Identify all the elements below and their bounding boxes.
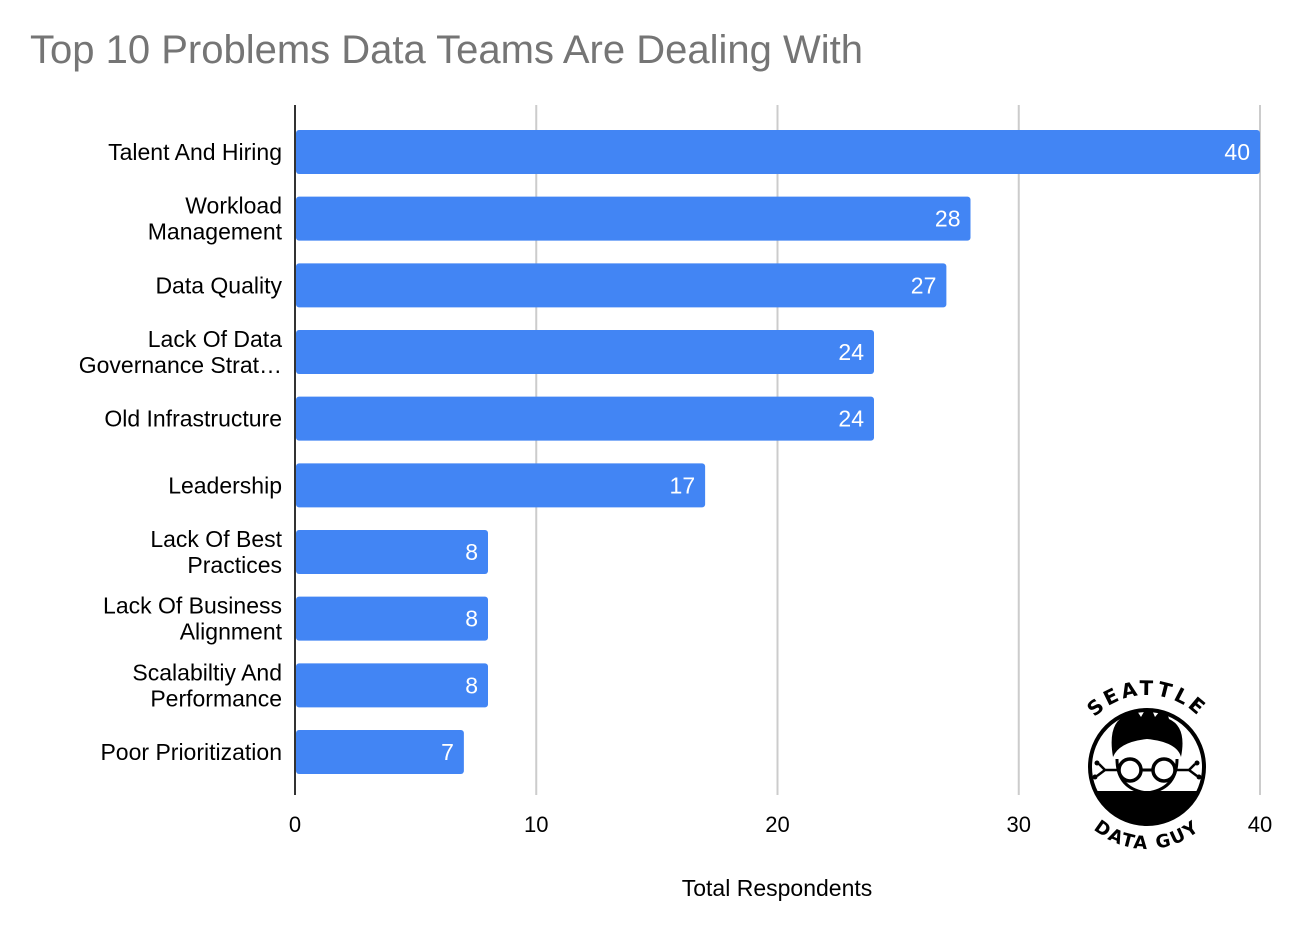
category-label: Poor Prioritization [100,739,282,765]
x-tick-label: 40 [1248,812,1272,837]
category-labels: Talent And Hiring Workload Management Data … [79,139,283,765]
bar-value-label: 24 [838,406,864,432]
bar [296,530,488,574]
x-axis-title: Total Respondents [682,875,873,901]
bar-value-label: 7 [441,739,454,765]
category-label: Old Infrastructure [104,406,282,432]
bar [296,396,874,441]
bar-value-label: 8 [465,606,478,632]
x-tick-label: 0 [289,812,301,837]
seattle-data-guy-logo: SEATTLE DATA GUY [1082,676,1209,854]
bar-value-label: 27 [911,272,937,298]
bar [296,130,1260,174]
x-tick-label: 20 [765,812,789,837]
category-label: Lack Of Best Practices [150,526,282,578]
x-axis-ticks: 0 10 20 30 40 [289,812,1272,837]
x-tick-label: 30 [1007,812,1031,837]
bar-value-label: 28 [935,206,961,232]
bar-value-label: 24 [838,339,864,365]
bar [296,263,947,308]
bar [296,196,971,241]
bar [296,663,488,708]
category-label: Talent And Hiring [108,139,282,165]
x-tick-label: 10 [524,812,548,837]
category-label: Workload Management [148,193,283,245]
bar-value-label: 8 [465,539,478,565]
bar-value-label: 8 [465,672,478,698]
bar-value-label: 17 [670,472,696,498]
bar [296,463,706,508]
bar [296,596,488,641]
category-label: Scalabiltiy And Performance [132,659,282,711]
category-label: Lack Of Business Alignment [103,593,283,645]
category-label: Lack Of Data Governance Strat… [79,326,282,378]
chart-title: Top 10 Problems Data Teams Are Dealing W… [30,28,863,72]
bars: 40 28 27 24 24 17 8 8 8 7 [296,130,1260,774]
category-label: Leadership [168,472,282,498]
bar [296,730,464,774]
category-label: Data Quality [155,272,282,298]
bar [296,330,874,374]
bar-value-label: 40 [1224,139,1250,165]
